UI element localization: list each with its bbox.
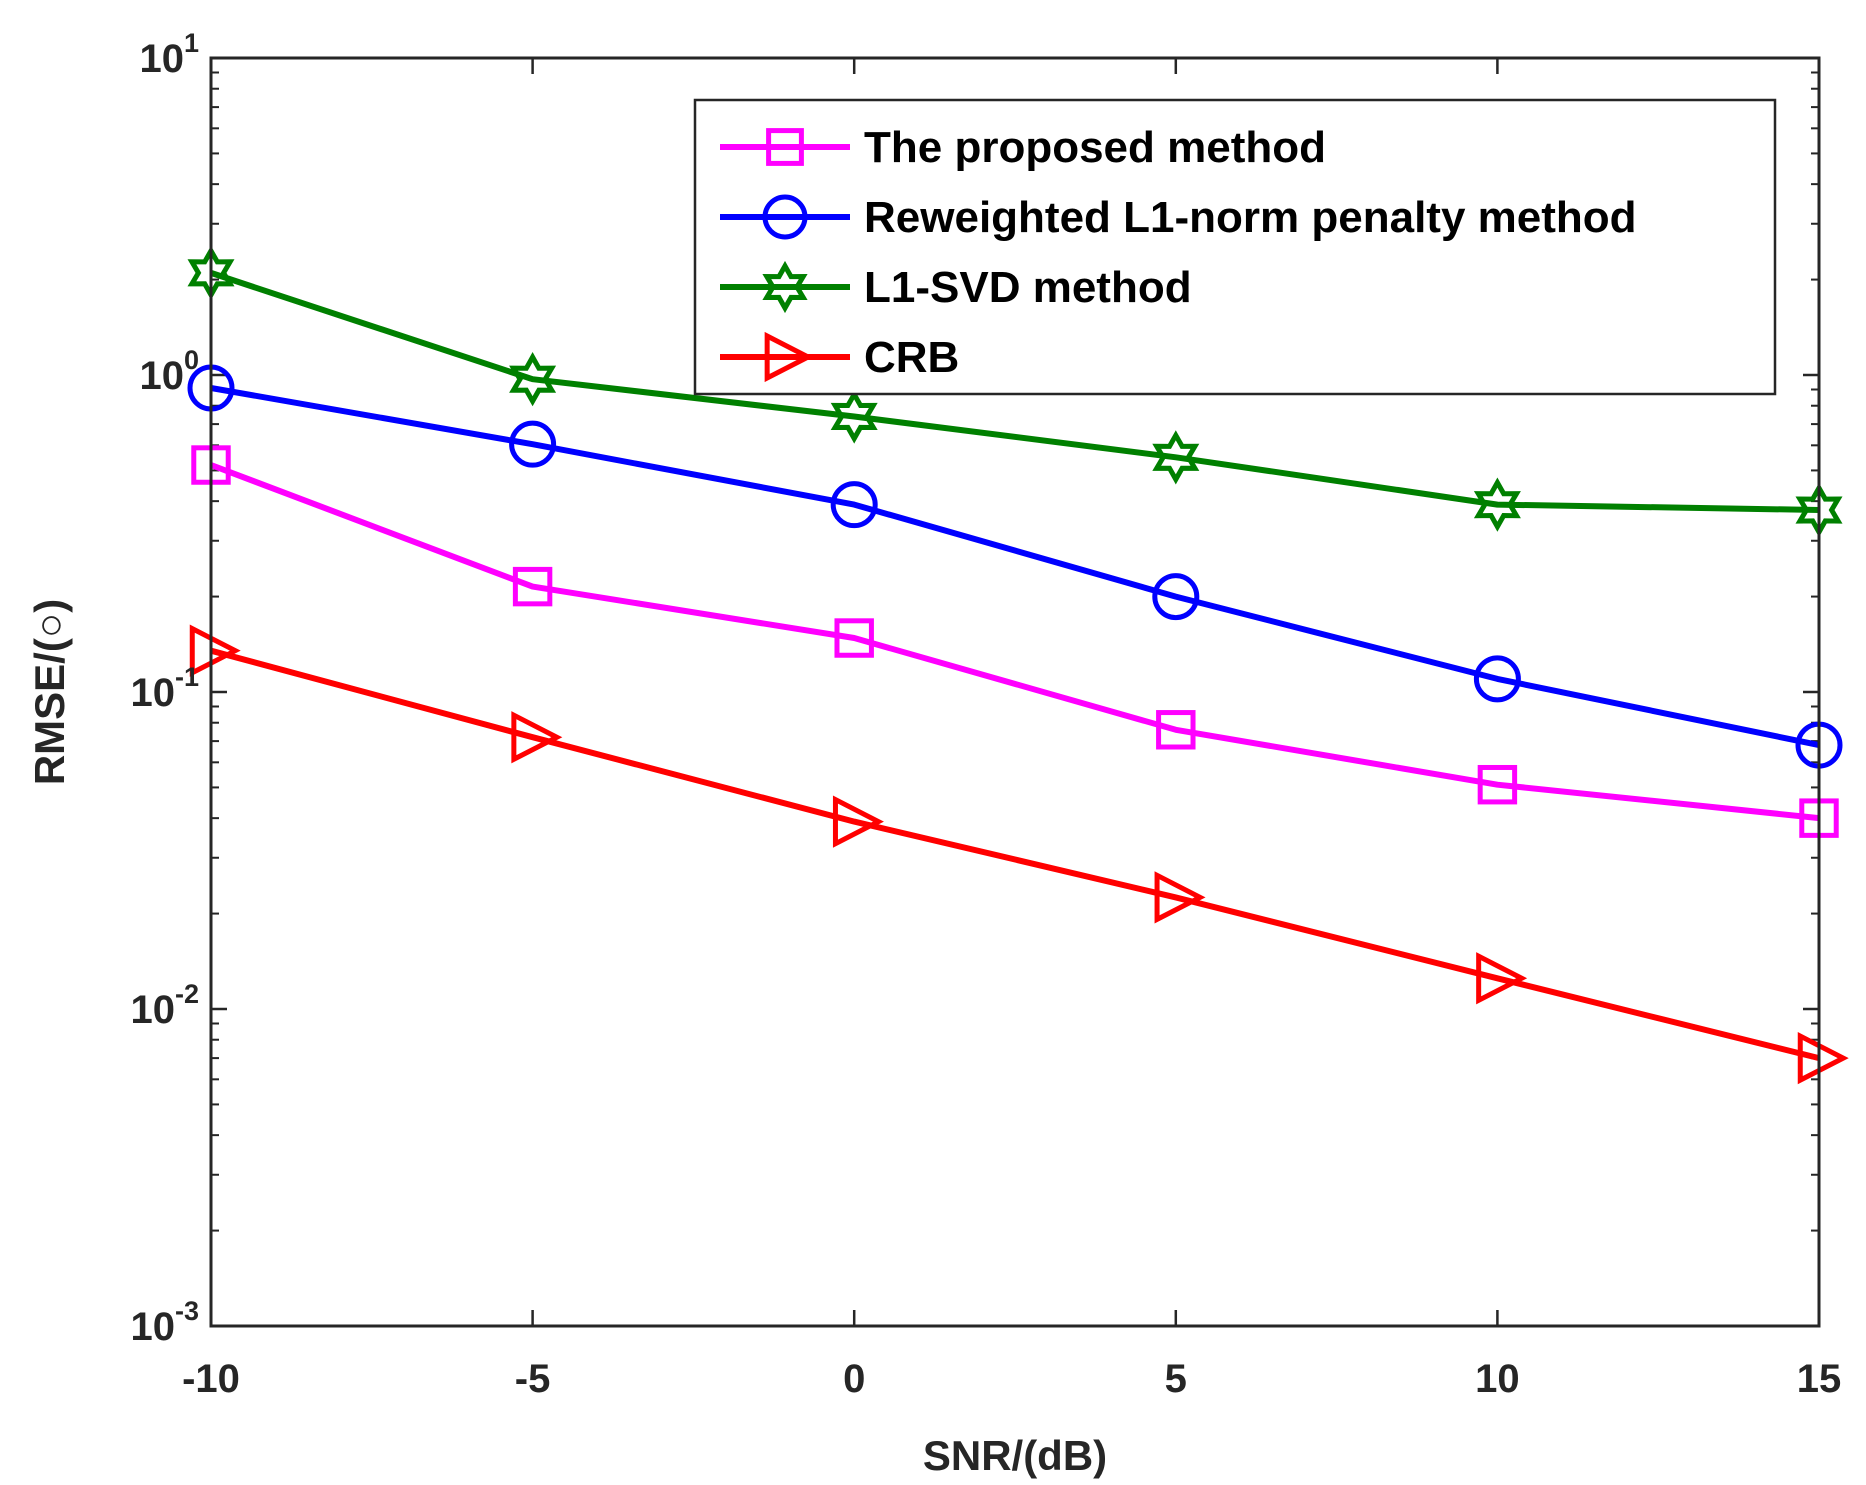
marker-circle — [762, 194, 808, 240]
marker-hexagram — [509, 352, 557, 407]
marker-square — [1477, 764, 1518, 805]
series — [187, 245, 1843, 538]
x-tick-label: 15 — [1797, 1357, 1842, 1401]
marker-triangle-right — [189, 624, 241, 677]
marker-square — [834, 618, 874, 658]
plot-frame — [209, 56, 1821, 1328]
series-line — [210, 385, 1820, 749]
y-tick-exponent: 0 — [184, 345, 199, 375]
marker-hexagram — [1152, 430, 1200, 485]
x-tick-label: -5 — [515, 1357, 551, 1401]
series-line — [210, 647, 1820, 1062]
series — [189, 624, 1849, 1085]
marker-triangle-right — [1476, 952, 1528, 1005]
legend-entry: L1-SVD method — [720, 260, 1192, 314]
legend: The proposed method Reweighted L1-norm pe… — [693, 98, 1777, 396]
marker-square — [766, 128, 804, 166]
y-axis-title: RMSE/(○) — [26, 599, 73, 785]
legend-entry: Reweighted L1-norm penalty method — [720, 193, 1637, 242]
marker-hexagram — [1473, 477, 1521, 532]
y-tick-base: 10 — [130, 988, 175, 1032]
legend-label: L1-SVD method — [864, 263, 1192, 312]
y-tick-label: 100 — [139, 345, 199, 398]
y-tick-base: 10 — [139, 354, 184, 398]
marker-triangle-right — [764, 331, 814, 383]
y-tick-exponent: -2 — [175, 979, 199, 1009]
marker-triangle-right — [832, 795, 884, 848]
y-tick-exponent: -1 — [175, 662, 199, 692]
y-tick-exponent: 1 — [184, 28, 199, 58]
marker-circle — [830, 481, 878, 529]
x-tick-label: 0 — [843, 1357, 865, 1401]
x-tick-label: -10 — [182, 1357, 240, 1401]
marker-circle — [1473, 655, 1521, 703]
marker-triangle-right — [1797, 1031, 1849, 1085]
series-line — [210, 270, 1820, 513]
legend-entry: The proposed method — [720, 123, 1326, 172]
marker-circle — [509, 420, 557, 468]
y-tick-label: 10-2 — [130, 979, 199, 1032]
legend-label: Reweighted L1-norm penalty method — [864, 193, 1637, 242]
marker-triangle-right — [511, 711, 563, 764]
marker-hexagram — [830, 389, 878, 444]
y-tick-base: 10 — [130, 671, 175, 715]
y-tick-label: 101 — [139, 28, 199, 81]
marker-hexagram — [762, 260, 808, 314]
legend-label: The proposed method — [864, 123, 1326, 172]
legend-box — [693, 98, 1777, 396]
legend-entry: CRB — [720, 331, 959, 383]
marker-triangle-right — [1154, 871, 1206, 924]
x-axis-title: SNR/(dB) — [923, 1432, 1107, 1479]
x-tick-label: 10 — [1475, 1357, 1520, 1401]
legend-entries: The proposed method Reweighted L1-norm pe… — [720, 123, 1637, 383]
y-tick-label: 10-3 — [130, 1296, 199, 1349]
marker-circle — [1152, 573, 1200, 621]
marker-square — [512, 566, 553, 607]
marker-square — [1156, 710, 1196, 750]
x-tick-label: 5 — [1165, 1357, 1187, 1401]
y-tick-exponent: -3 — [175, 1296, 199, 1326]
legend-label: CRB — [864, 333, 959, 382]
y-tick-base: 10 — [130, 1305, 175, 1349]
y-tick-label: 10-1 — [130, 662, 199, 715]
series-line — [209, 462, 1820, 822]
y-tick-base: 10 — [139, 37, 184, 81]
